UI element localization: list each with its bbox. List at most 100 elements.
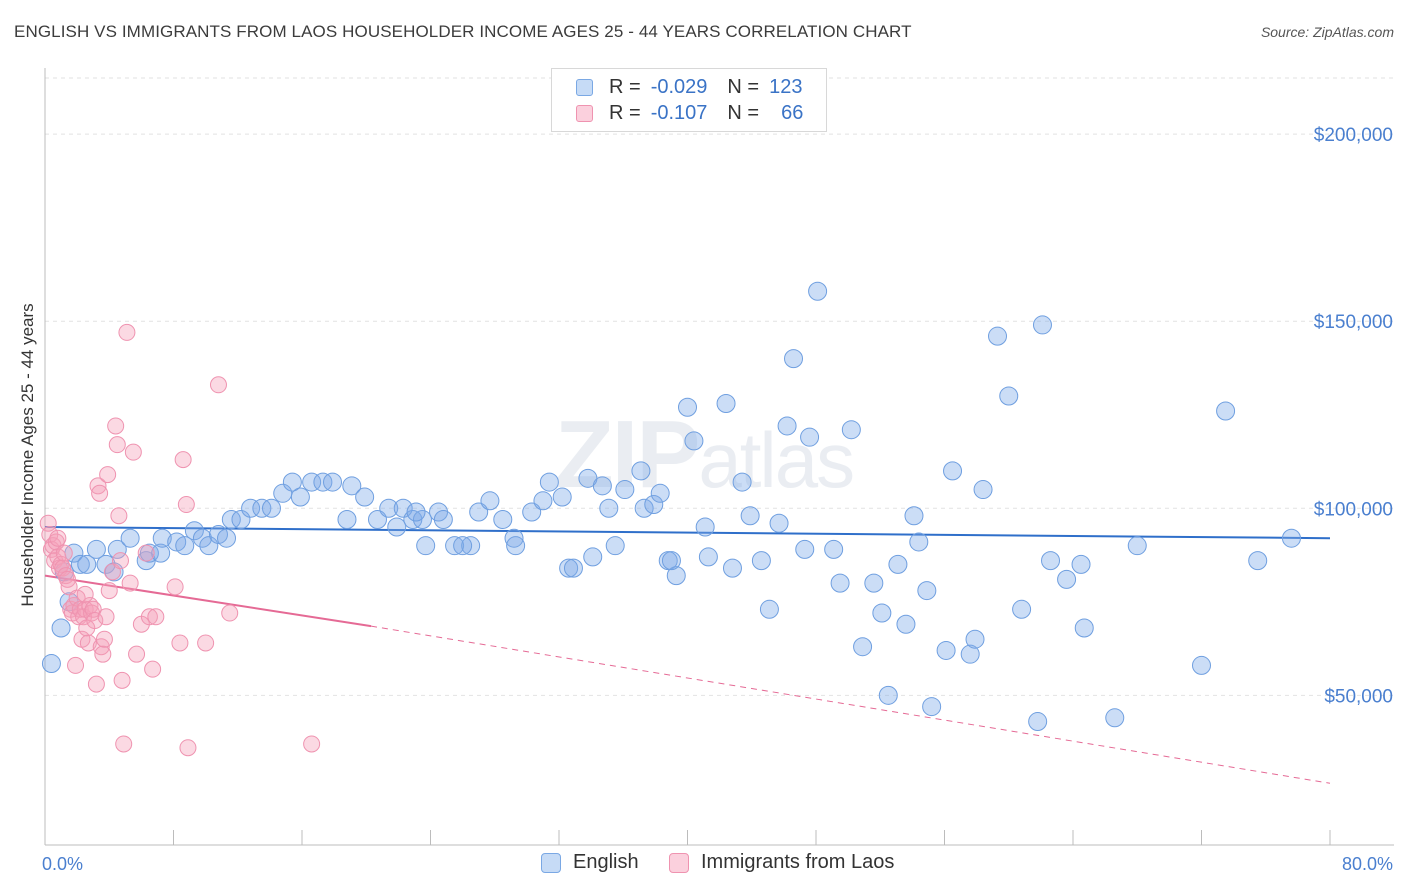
chart-title: ENGLISH VS IMMIGRANTS FROM LAOS HOUSEHOL… — [14, 22, 912, 41]
laos-point — [97, 608, 115, 626]
english-point — [77, 554, 97, 574]
english-point — [559, 558, 579, 578]
english-point — [355, 487, 375, 507]
legend-row-english: R = -0.029 N = 123 — [576, 75, 802, 99]
english-point — [841, 420, 861, 440]
english-point — [192, 528, 212, 548]
english-point — [199, 536, 219, 556]
english-point — [878, 685, 898, 705]
trend-lines — [44, 525, 1331, 784]
english-point — [290, 487, 310, 507]
english-point — [759, 599, 779, 619]
english-point — [51, 618, 71, 638]
english-label: English — [573, 851, 639, 873]
legend-r-label: R = — [609, 75, 641, 98]
english-point — [631, 461, 651, 481]
laos-point — [95, 630, 113, 648]
english-point — [922, 697, 942, 717]
legend-item-english[interactable]: English — [541, 851, 639, 874]
english-point — [184, 521, 204, 541]
laos-point — [91, 484, 109, 502]
english-point — [313, 472, 333, 492]
english-point — [469, 502, 489, 522]
legend-n-label: N = — [727, 75, 760, 98]
laos-point — [55, 544, 73, 562]
y-axis-label: Householder Income Ages 25 - 44 years — [18, 303, 37, 606]
english-point — [367, 509, 387, 529]
english-point — [999, 386, 1019, 406]
english-point — [522, 502, 542, 522]
english-point — [872, 603, 892, 623]
axis-labels: $50,000 $100,000 $150,000 $200,000 0.0% 80.0%… — [18, 125, 1393, 874]
english-point — [684, 431, 704, 451]
series-legend: English Immigrants from Laos — [0, 851, 1406, 879]
english-point — [960, 644, 980, 664]
laos-point — [303, 735, 321, 753]
english-point — [70, 554, 90, 574]
english-point — [217, 528, 237, 548]
legend-r-value: -0.107 — [650, 101, 708, 124]
english-point — [493, 509, 513, 529]
laos-point — [86, 612, 104, 630]
y-tick-label: $100,000 — [1314, 499, 1393, 520]
legend-n-value: 66 — [781, 101, 804, 124]
laos-point — [144, 660, 162, 678]
english-point — [406, 502, 426, 522]
english-point — [769, 513, 789, 533]
laos-point — [128, 645, 146, 663]
english-point — [252, 498, 272, 518]
english-point — [751, 551, 771, 571]
english-point — [433, 509, 453, 529]
english-point — [539, 472, 559, 492]
english-point — [86, 539, 106, 559]
english-point — [445, 536, 465, 556]
english-point — [221, 509, 241, 529]
laos-point — [49, 529, 67, 547]
english-point — [151, 543, 171, 563]
y-tick-label: $200,000 — [1314, 125, 1393, 146]
english-point — [605, 536, 625, 556]
legend-r-label: R = — [609, 101, 641, 124]
laos-point — [94, 645, 112, 663]
laos-point — [67, 656, 85, 674]
english-point — [1028, 712, 1048, 732]
english-point — [241, 498, 261, 518]
laos-swatch — [669, 852, 689, 873]
english-point — [634, 498, 654, 518]
laos-point — [99, 466, 117, 484]
english-point — [698, 547, 718, 567]
laos-point — [110, 507, 128, 525]
laos-point — [124, 443, 142, 461]
english-point — [480, 491, 500, 511]
english-point — [666, 566, 686, 586]
laos-point — [179, 739, 197, 757]
english-point — [853, 637, 873, 657]
english-point — [337, 509, 357, 529]
laos-point — [209, 376, 227, 394]
english-point — [231, 509, 251, 529]
laos-point — [121, 574, 139, 592]
english-point — [592, 476, 612, 496]
english-point — [784, 349, 804, 369]
english-point — [1192, 655, 1211, 675]
watermark-atlas: atlas — [698, 416, 855, 504]
english-point — [416, 536, 436, 556]
legend-n-value: 123 — [769, 75, 803, 98]
english-point — [824, 539, 844, 559]
english-point — [615, 480, 635, 500]
laos-point — [197, 634, 215, 652]
laos-point — [166, 578, 184, 596]
laos-point — [113, 671, 131, 689]
y-tick-label: $50,000 — [1324, 686, 1393, 707]
english-point — [695, 517, 715, 537]
english-point — [650, 483, 670, 503]
english-point — [453, 536, 473, 556]
english-point — [1216, 401, 1236, 421]
legend-r-value: -0.029 — [650, 75, 708, 98]
english-point — [644, 495, 664, 515]
laos-point — [79, 634, 97, 652]
legend-item-laos[interactable]: Immigrants from Laos — [669, 851, 894, 874]
laos-point — [171, 634, 189, 652]
english-point — [379, 498, 399, 518]
english-point — [965, 629, 985, 649]
